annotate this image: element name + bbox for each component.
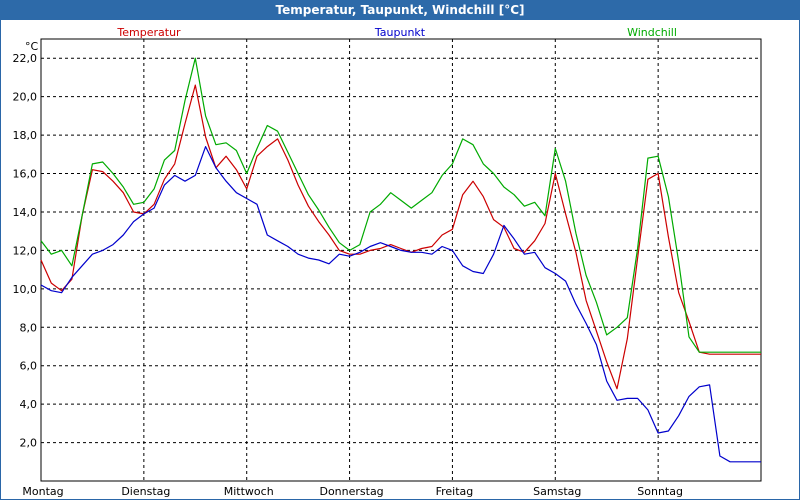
chart-panel: 2,0 4,0 6,0 8,0 10,0 12,0 14,0 16,0 18,0 20,0 22,0… — [1, 20, 799, 499]
x-tick-day: Montag — [22, 485, 63, 498]
y-tick-label: 18,0 — [13, 129, 38, 142]
plot-area-frame — [40, 38, 762, 482]
legend: Temperatur Taupunkt Windchill — [116, 26, 677, 39]
y-tick-label: 14,0 — [13, 206, 38, 219]
x-tick-day: Sonntag — [637, 485, 683, 498]
y-tick-label: 2,0 — [20, 437, 38, 450]
y-tick-label: 16,0 — [13, 168, 38, 181]
y-tick-label: 12,0 — [13, 244, 38, 257]
series-taupunkt-line — [40, 145, 761, 463]
x-axis-ticks: Montag05.10.15Dienstag06.10.15Mittwoch07… — [22, 485, 683, 498]
series-lines — [40, 57, 761, 463]
legend-windchill: Windchill — [627, 26, 677, 39]
series-windchill-line — [40, 57, 761, 353]
window-title: Temperatur, Taupunkt, Windchill [°C] — [0, 0, 800, 20]
x-tick-day: Samstag — [533, 485, 581, 498]
legend-temperatur: Temperatur — [116, 26, 181, 39]
y-tick-label: 22,0 — [13, 52, 38, 65]
y-tick-label: 6,0 — [20, 360, 38, 373]
x-tick-day: Dienstag — [121, 485, 170, 498]
x-tick-day: Freitag — [436, 485, 474, 498]
line-chart: 2,0 4,0 6,0 8,0 10,0 12,0 14,0 16,0 18,0 20,0 22,0… — [13, 26, 762, 498]
y-tick-label: 8,0 — [20, 321, 38, 334]
y-tick-label: 4,0 — [20, 398, 38, 411]
y-axis-ticks: 2,0 4,0 6,0 8,0 10,0 12,0 14,0 16,0 18,0 20,0 22,0 — [13, 52, 38, 449]
y-tick-label: 20,0 — [13, 91, 38, 104]
x-tick-day: Donnerstag — [319, 485, 383, 498]
x-tick-day: Mittwoch — [224, 485, 274, 498]
y-axis-unit-label: °C — [25, 40, 39, 53]
series-temperatur-line — [40, 84, 761, 390]
y-tick-label: 10,0 — [13, 283, 38, 296]
legend-taupunkt: Taupunkt — [374, 26, 426, 39]
